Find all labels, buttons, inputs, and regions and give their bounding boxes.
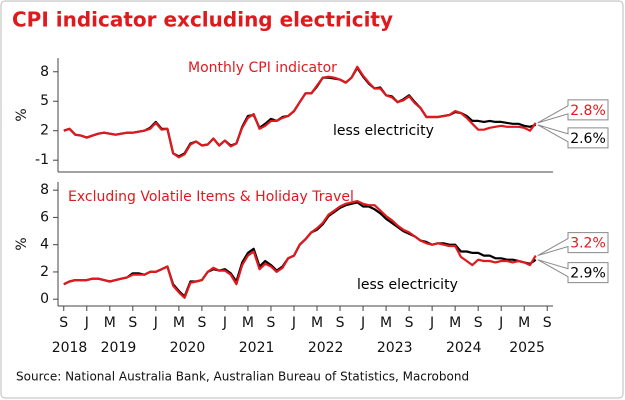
x-tick-label: M xyxy=(173,315,185,331)
x-tick-label: M xyxy=(104,315,116,331)
y-tick-label: 5 xyxy=(40,93,49,109)
x-tick-label: S xyxy=(474,315,483,331)
x-tick-label: J xyxy=(222,315,227,331)
year-label: 2019 xyxy=(101,340,137,356)
callout-box xyxy=(537,259,609,284)
y-tick-label: 8 xyxy=(40,64,49,80)
y-tick-label: 0 xyxy=(40,291,49,307)
x-tick-label: S xyxy=(59,315,68,331)
x-tick-label: J xyxy=(153,315,158,331)
series-label: less electricity xyxy=(333,123,434,139)
x-tick-label: J xyxy=(498,315,503,331)
series-label: Excluding Volatile Items & Holiday Trave… xyxy=(68,189,354,205)
x-tick-label: J xyxy=(291,315,296,331)
source-note: Source: National Australia Bank, Austral… xyxy=(16,370,469,384)
year-label: 2024 xyxy=(446,340,482,356)
year-label: 2020 xyxy=(170,340,206,356)
x-tick-label: S xyxy=(197,315,206,331)
y-tick-label: 2 xyxy=(40,264,49,280)
x-tick-label: J xyxy=(84,315,89,331)
series-line xyxy=(63,200,537,299)
x-tick-label: S xyxy=(543,315,552,331)
x-tick-label: M xyxy=(449,315,461,331)
x-tick-label: J xyxy=(360,315,365,331)
end-label: 2.8% xyxy=(570,103,606,119)
callout-box xyxy=(537,124,609,149)
y-tick-label: -1 xyxy=(35,152,49,168)
y-tick-label: 4 xyxy=(40,237,49,253)
x-tick-label: M xyxy=(518,315,530,331)
y-axis-label: % xyxy=(14,108,30,121)
y-tick-label: 8 xyxy=(40,182,49,198)
end-label: 2.6% xyxy=(570,131,606,147)
year-label: 2025 xyxy=(509,340,545,356)
series-label: Monthly CPI indicator xyxy=(188,60,337,76)
end-label: 3.2% xyxy=(570,236,606,252)
x-tick-label: J xyxy=(429,315,434,331)
year-label: 2018 xyxy=(52,340,88,356)
x-tick-label: S xyxy=(336,315,345,331)
year-label: 2023 xyxy=(377,340,413,356)
year-label: 2022 xyxy=(308,340,344,356)
y-tick-label: 6 xyxy=(40,209,49,225)
x-tick-label: S xyxy=(405,315,414,331)
end-label: 2.9% xyxy=(570,266,606,282)
x-tick-label: M xyxy=(242,315,254,331)
year-label: 2021 xyxy=(239,340,275,356)
y-tick-label: 2 xyxy=(40,123,49,139)
series-line xyxy=(63,65,537,159)
callout-box xyxy=(537,232,609,257)
x-tick-label: S xyxy=(267,315,276,331)
x-tick-label: M xyxy=(380,315,392,331)
y-axis-label: % xyxy=(14,237,30,250)
callout-box xyxy=(537,99,609,124)
x-tick-label: M xyxy=(311,315,323,331)
x-tick-label: S xyxy=(128,315,137,331)
chart-title: CPI indicator excluding electricity xyxy=(12,8,393,32)
series-label: less electricity xyxy=(357,277,458,293)
